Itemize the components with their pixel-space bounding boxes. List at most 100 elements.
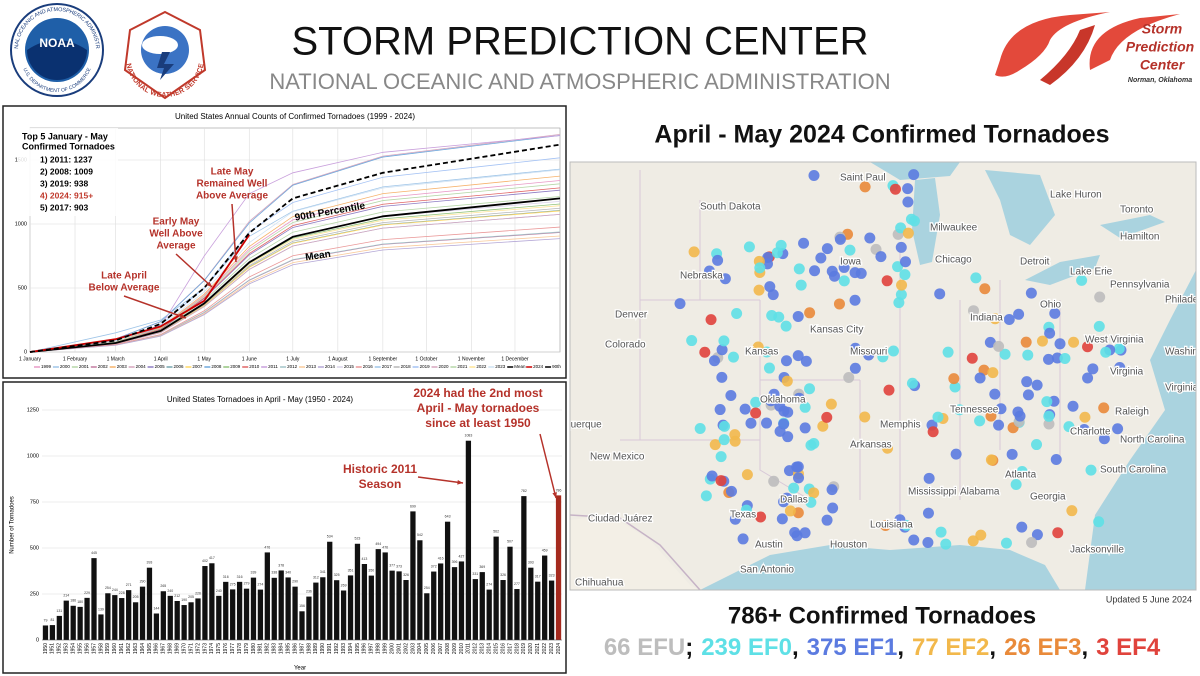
x-tick-label: 2006 <box>431 643 437 654</box>
x-tick-label: 1 January <box>19 356 41 362</box>
legend-label: 2021 <box>457 364 468 369</box>
map-label: Ohio <box>1040 300 1062 311</box>
data-label: 373 <box>396 564 402 568</box>
annotation-arrowhead <box>233 256 238 262</box>
tornado-dot <box>800 355 812 367</box>
x-tick-label: 1988 <box>306 643 312 654</box>
tornado-dot <box>906 377 918 389</box>
annotation-line: Historic 2011 <box>343 462 417 476</box>
x-tick-label: 1990 <box>320 643 326 654</box>
tornado-dot <box>932 411 944 423</box>
tornado-dot <box>1098 402 1110 414</box>
atlantic <box>1085 270 1196 590</box>
series-line <box>29 197 561 353</box>
annotation-line: Well Above <box>149 229 203 240</box>
tornado-dot <box>740 504 752 516</box>
tornado-dot <box>922 536 934 548</box>
data-label: 240 <box>167 589 173 593</box>
tornado-dot <box>923 472 935 484</box>
bar <box>368 575 374 640</box>
top5-item: 5) 2017: 903 <box>40 202 88 212</box>
tornado-dot <box>767 289 779 301</box>
tornado-dot <box>1054 338 1066 350</box>
map-label: Louisiana <box>870 520 913 531</box>
x-tick-label: 1979 <box>244 643 250 654</box>
x-tick-label: 1963 <box>133 643 139 654</box>
x-tick-label: 1975 <box>216 643 222 654</box>
page-title: STORM PREDICTION CENTER <box>291 20 868 64</box>
tornado-dot <box>949 381 961 393</box>
x-tick-label: 1959 <box>105 643 111 654</box>
data-label: 290 <box>140 580 146 584</box>
data-label: 229 <box>84 591 90 595</box>
tornado-dot <box>815 252 827 264</box>
x-tick-label: 2020 <box>528 643 534 654</box>
legend-label: 2004 <box>136 364 147 369</box>
map-label: Iowa <box>840 257 862 268</box>
tornado-dot <box>843 371 855 383</box>
x-tick-label: 1981 <box>258 643 264 654</box>
annotation-line: 2024 had the 2nd most <box>413 386 542 400</box>
tornado-dot <box>1078 423 1090 435</box>
data-label: 562 <box>493 530 499 534</box>
tornado-dot <box>834 233 846 245</box>
data-label: 369 <box>479 565 485 569</box>
annotation-arrowhead <box>180 313 186 319</box>
tornado-dot <box>1085 464 1097 476</box>
data-label: 325 <box>334 573 340 577</box>
tornado-dot <box>1003 313 1015 325</box>
data-label: 81 <box>50 618 54 622</box>
spc-logo-line: Prediction <box>1126 39 1194 55</box>
top5-item: 1) 2011: 1237 <box>40 154 93 164</box>
tornado-dot <box>896 279 908 291</box>
x-tick-label: 1 October <box>415 356 437 362</box>
bar-chart: United States Tornadoes in April - May (… <box>10 386 562 672</box>
x-tick-label: 2014 <box>487 643 493 654</box>
x-tick-label: 1967 <box>161 643 167 654</box>
bar <box>230 589 236 640</box>
tornado-dot <box>798 237 810 249</box>
bar <box>403 580 409 640</box>
bar <box>153 613 160 640</box>
data-label: 393 <box>528 561 534 565</box>
tornado-dot <box>859 411 871 423</box>
bar <box>223 581 229 640</box>
bar <box>347 575 354 640</box>
tornado-dot <box>1016 521 1028 533</box>
bar <box>84 597 90 640</box>
map-label: Raleigh <box>1115 407 1149 418</box>
x-tick-label: 1994 <box>348 643 354 654</box>
tornado-dot <box>750 407 762 419</box>
tornado-dot <box>1041 396 1053 408</box>
tornado-dot <box>892 261 904 273</box>
y-tick-label: 500 <box>30 545 39 551</box>
tornado-dot <box>761 417 773 429</box>
map: Saint Paul South Dakota Milwaukee Lake Huro… <box>570 162 1196 590</box>
tornado-dot <box>827 502 839 514</box>
tornado-dot <box>778 405 790 417</box>
lake-erie <box>1025 255 1100 285</box>
bar <box>444 521 451 640</box>
bar <box>105 593 111 640</box>
bar <box>340 590 347 640</box>
annotation-arrow <box>539 433 557 499</box>
legend-label: 2009 <box>230 364 241 369</box>
bar <box>257 589 264 640</box>
tornado-dot <box>737 533 749 545</box>
data-label: 372 <box>431 564 437 568</box>
x-tick-label: 2009 <box>452 643 458 654</box>
x-tick-label: 2018 <box>514 643 520 654</box>
bar <box>146 567 153 640</box>
bar <box>132 602 139 640</box>
x-tick-label: 1964 <box>140 643 146 654</box>
x-tick-label: 2001 <box>396 643 402 654</box>
x-tick-label: 1961 <box>119 643 125 654</box>
legend-label: 2006 <box>174 364 185 369</box>
tornado-dot <box>752 341 764 353</box>
x-tick-label: 1955 <box>77 643 83 654</box>
tornado-dot <box>1031 529 1043 541</box>
summary-breakdown: 66 EFU; 239 EF0, 375 EF1, 77 EF2, 26 EF3, 3 E… <box>604 634 1161 661</box>
data-label: 699 <box>410 504 416 508</box>
tornado-dot <box>784 505 796 517</box>
